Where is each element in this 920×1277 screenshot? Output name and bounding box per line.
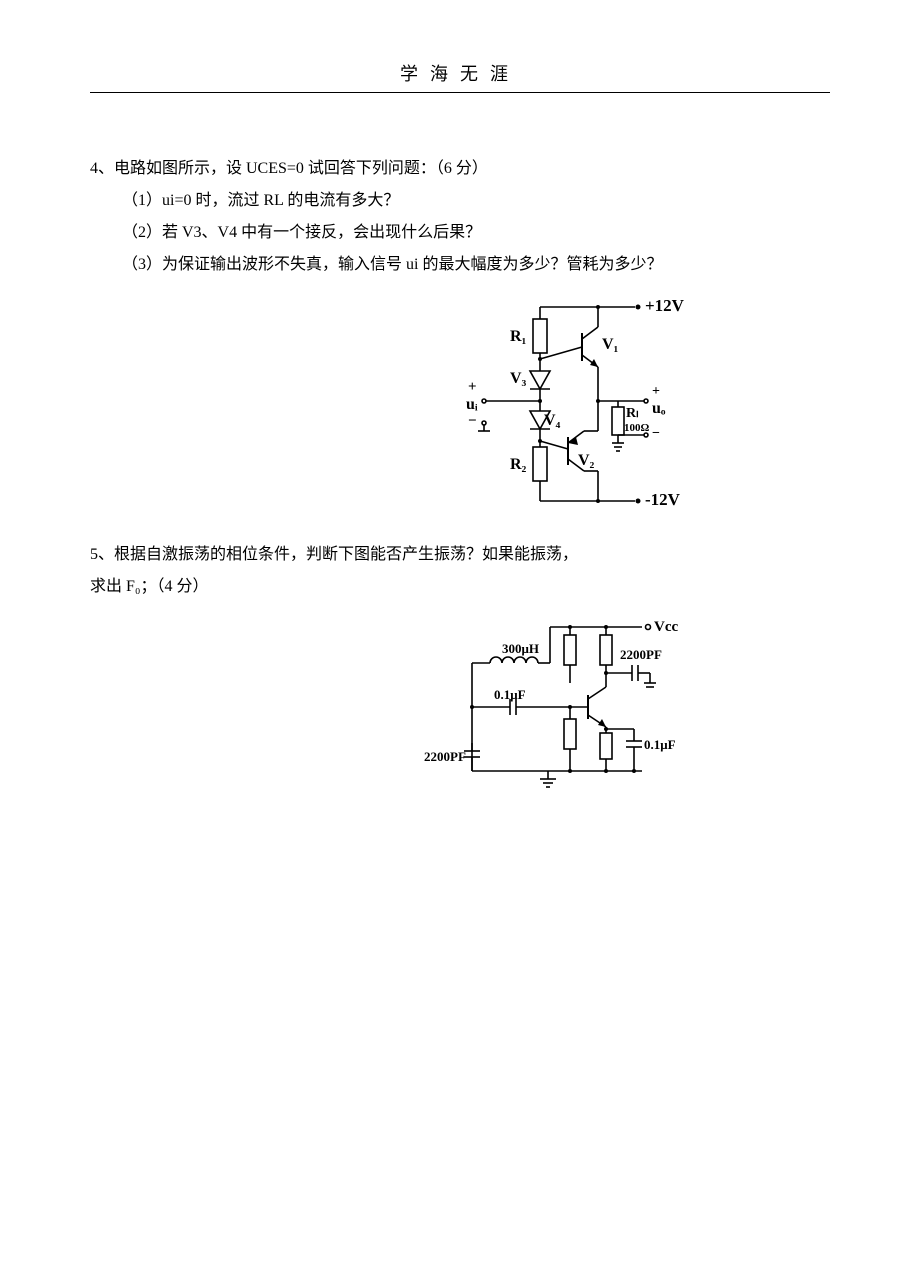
- q4-sub3: （3）为保证输出波形不失真，输入信号 ui 的最大幅度为多少？管耗为多少？: [90, 249, 830, 281]
- circuit-diagram-4: +12V -12V R₁ V₃ + uᵢ − V₄: [430, 289, 690, 519]
- label-minus-out: −: [652, 426, 660, 441]
- label-v1: V₁: [602, 336, 619, 353]
- q4-sub1: （1）ui=0 时，流过 RL 的电流有多大？: [90, 185, 830, 217]
- diagram-4-holder: +12V -12V R₁ V₃ + uᵢ − V₄: [90, 289, 830, 519]
- label-vminus: -12V: [645, 490, 681, 509]
- page-header: 学海无涯: [90, 60, 830, 93]
- label-c4: 0.1μF: [644, 737, 676, 752]
- label-c1: 2200PF: [620, 647, 662, 662]
- label-v2: V₂: [578, 452, 595, 469]
- header-title: 学海无涯: [400, 64, 520, 84]
- label-ui: uᵢ: [466, 396, 478, 413]
- question-5: 5、根据自激振荡的相位条件，判断下图能否产生振荡？如果能振荡， 求出 F₀；（4…: [90, 539, 830, 603]
- label-v4: V₄: [544, 412, 561, 429]
- label-uo: uₒ: [652, 400, 666, 417]
- label-r2: R₂: [510, 456, 527, 473]
- label-plus-out: +: [652, 384, 660, 399]
- label-v3: V₃: [510, 370, 527, 387]
- label-vcc: Vcc: [654, 619, 678, 635]
- label-c3: 2200PF: [424, 749, 466, 764]
- label-plus-in: +: [468, 379, 477, 395]
- q5-prompt: 5、根据自激振荡的相位条件，判断下图能否产生振荡？如果能振荡，: [90, 539, 830, 571]
- label-l: 300μH: [502, 641, 539, 656]
- q4-prompt: 4、电路如图所示，设 UCES=0 试回答下列问题：（6 分）: [90, 153, 830, 185]
- label-rl: Rₗ: [626, 406, 638, 421]
- circuit-diagram-5: Vcc 2200PF 300μH 0.1μF: [410, 611, 690, 811]
- q4-sub2: （2）若 V3、V4 中有一个接反，会出现什么后果？: [90, 217, 830, 249]
- label-vplus: +12V: [645, 296, 685, 315]
- label-c2: 0.1μF: [494, 687, 526, 702]
- label-minus-in: −: [468, 413, 477, 429]
- label-rlval: 100Ω: [624, 422, 650, 434]
- question-4: 4、电路如图所示，设 UCES=0 试回答下列问题：（6 分） （1）ui=0 …: [90, 153, 830, 281]
- label-r1: R₁: [510, 328, 527, 345]
- diagram-5-holder: Vcc 2200PF 300μH 0.1μF: [90, 611, 830, 811]
- q5-prompt2: 求出 F₀；（4 分）: [90, 571, 830, 603]
